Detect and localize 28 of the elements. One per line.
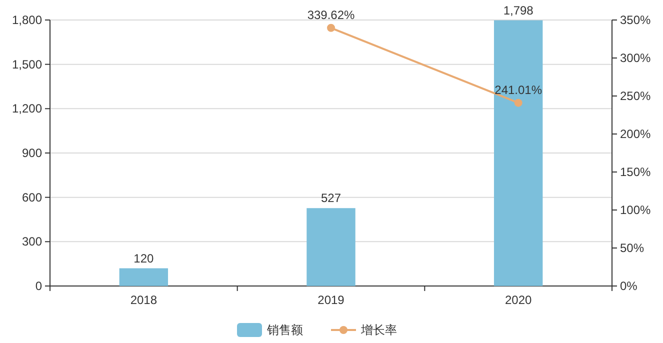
y-tick-label: 900 [22,146,42,160]
legend-label: 销售额 [266,323,303,337]
y2-tick-label: 350% [620,13,652,27]
x-tick-label: 2019 [318,293,345,307]
y-tick-label: 1,200 [12,102,42,116]
legend-label: 增长率 [360,323,397,337]
y-tick-label: 0 [35,279,42,293]
y2-tick-label: 50% [620,241,644,255]
y-tick-label: 600 [22,190,42,204]
y2-tick-label: 250% [620,89,652,103]
y-tick-label: 1,500 [12,57,42,72]
y2-tick-label: 300% [620,51,652,65]
x-tick-label: 2018 [130,293,158,307]
y2-tick-label: 0% [620,279,638,293]
x-tick-label: 2020 [504,293,532,307]
y2-tick-label: 100% [620,203,652,217]
bar [306,208,356,286]
bar [494,20,543,286]
data-label: 120 [134,251,154,266]
y-tick-label: 300 [22,234,42,249]
data-label: 241.01% [494,82,542,97]
data-label: 527 [320,191,342,206]
y2-tick-label: 200% [620,127,652,141]
data-label: 1,798 [503,3,534,18]
y2-tick-label: 150% [620,165,652,179]
data-label: 339.62% [307,8,356,22]
bar [119,268,168,286]
y-tick-label: 1,800 [12,13,42,27]
